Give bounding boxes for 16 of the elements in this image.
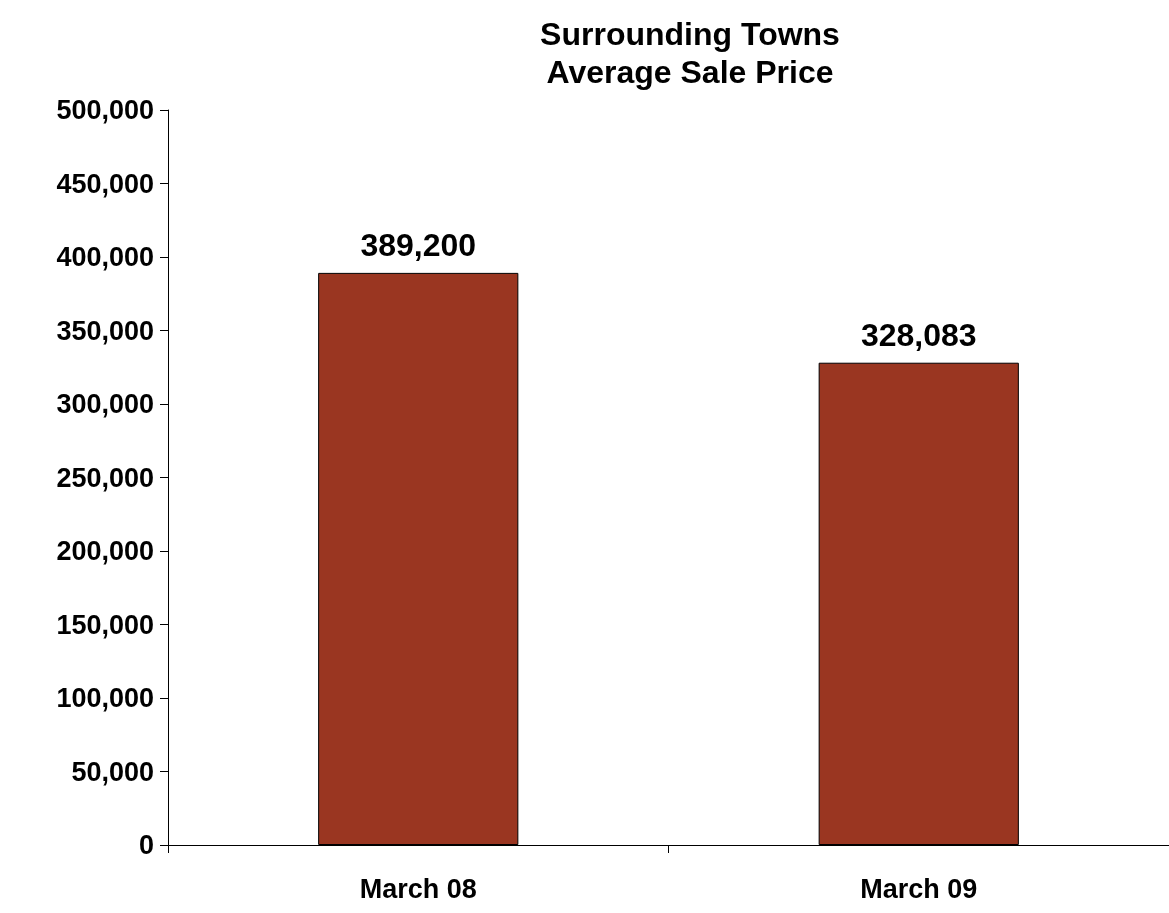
data-label: 389,200: [360, 226, 477, 263]
y-tick-label: 250,000: [56, 462, 154, 493]
x-tick-label: March 08: [359, 873, 477, 904]
y-tick-label: 500,000: [56, 95, 154, 125]
y-tick-label: 300,000: [56, 389, 154, 419]
y-tick-label: 150,000: [56, 609, 154, 640]
chart-title: Surrounding Towns Average Sale Price: [540, 16, 840, 90]
x-tick-label: March 09: [860, 873, 978, 904]
data-label: 328,083: [860, 316, 977, 353]
y-tick-label: 50,000: [71, 756, 154, 787]
y-tick-label: 400,000: [56, 242, 154, 272]
y-tick-label: 100,000: [56, 683, 154, 713]
y-tick-label: 450,000: [56, 168, 154, 199]
y-tick-label: 350,000: [56, 315, 154, 346]
y-tick-label: 200,000: [56, 536, 154, 566]
y-tick-label: 0: [138, 830, 154, 860]
